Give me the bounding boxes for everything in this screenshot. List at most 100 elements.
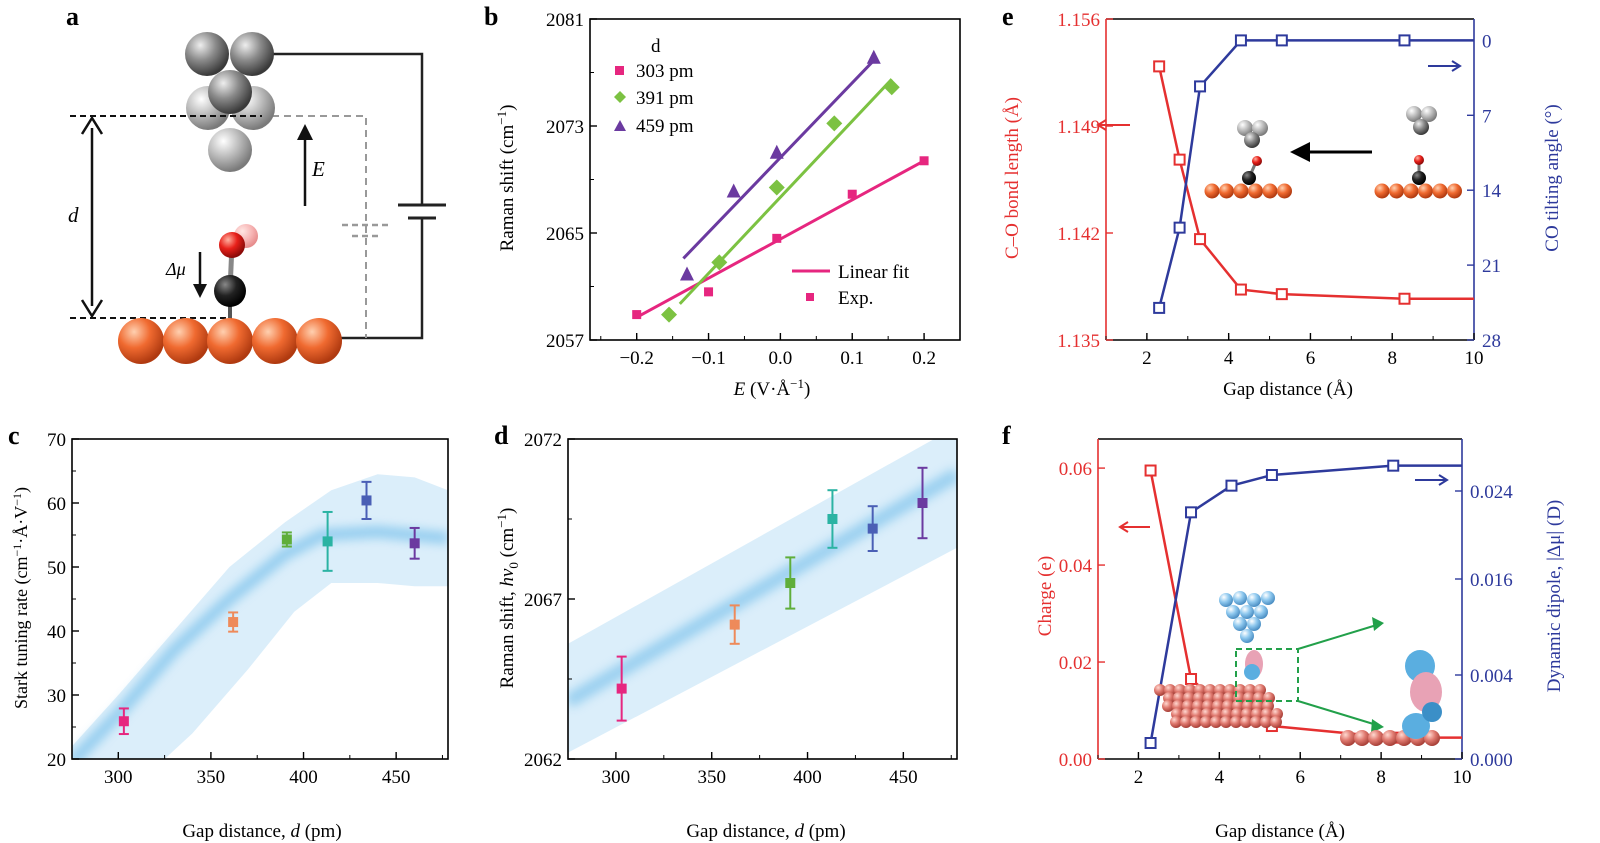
tip-atom [208,128,252,172]
legend-exp-marker [806,293,814,301]
inset-surfaces [1204,183,1462,199]
confidence-band [568,439,957,753]
data-point [1275,34,1288,47]
inset-zoom-surface-atom [1340,730,1356,746]
inset-surface-atom [1170,716,1182,728]
y-tick-label: 0.004 [1470,666,1513,687]
y-tick-label: 0.06 [1059,459,1092,480]
data-point [281,534,292,545]
x-tick-label: 350 [697,767,726,788]
inset-zoom-arrowhead [1372,617,1384,631]
y-tick-label: 1.135 [1057,331,1100,352]
x-tick-label: 450 [382,767,411,788]
data-point [1234,283,1247,296]
y-tick-label: 0.024 [1470,482,1513,503]
data-point-303pm [847,189,857,199]
x-tick-label: 300 [104,767,133,788]
x-axis-label-d: Gap distance, d (pm) [686,821,845,842]
inset-charge-density [1154,591,1442,746]
inset-tip-atom [1240,629,1254,643]
inset-tip-atom [1226,605,1240,619]
x-tick-label: 400 [289,767,318,788]
data-point [917,498,928,508]
x-tick-label: 0.2 [912,348,936,369]
panel-b-chart: b −0.2 −0.1 0.0 0.1 0.2 2057 2065 2073 2081 d 30… [484,2,961,400]
x-tick-label: 0.1 [840,348,864,369]
inset-zoom-surface-atom [1424,730,1440,746]
surface-atom [163,318,209,364]
panel-b-label: b [484,2,498,31]
tip-atom [230,32,274,76]
data-point [1194,80,1207,93]
inset-surface-atom [1374,183,1390,199]
data-point [1398,292,1411,305]
data-point-391pm [883,79,900,96]
x-tick-label: 6 [1306,348,1316,369]
inset-surface-atom [1262,183,1278,199]
inset-surface-atom [1277,183,1292,199]
data-point [785,578,796,588]
x-tick-label: 4 [1224,348,1234,369]
y-tick-label: 0.000 [1470,750,1513,771]
series-line [1157,66,1405,300]
inset-surface-atom [1270,716,1282,728]
inset-surface-atom [1248,183,1263,199]
y-axis-label-e-right: CO tilting angle (°) [1542,104,1563,251]
inset-surface-atom [1447,183,1462,199]
inset-tip-atom [1240,605,1254,619]
field-arrow-head [297,124,313,140]
legend-marker-303 [615,66,624,75]
tip-atom [208,70,252,114]
inset-surface-atom [1250,716,1262,728]
y-tick-label: 2067 [524,590,562,611]
panel-d-chart: d 300 350 400 450 2062 2067 2072 Gap distance,… [494,421,958,842]
x-tick-label: −0.2 [619,348,653,369]
data-point [1398,34,1411,47]
carbon-atom [214,275,246,307]
panel-d-label: d [494,421,509,450]
x-axis-label-e: Gap distance (Å) [1223,379,1353,400]
inset-surface-atom [1162,700,1174,712]
x-tick-label: 350 [197,767,226,788]
inset-surface-atom [1230,716,1242,728]
x-axis-label-c: Gap distance, d (pm) [182,821,341,842]
field-label: E [311,157,325,181]
data-point-391pm [711,254,728,271]
inset-zoom-density-blue [1402,713,1430,739]
y-tick-label: 70 [47,430,66,451]
fit-line-391pm [678,78,893,305]
data-point [729,619,740,630]
data-point [1153,60,1166,73]
panel-a-schematic: a d E Δμ [66,2,446,364]
d-label: d [68,203,79,227]
x-tick-label: 2 [1134,767,1144,788]
panel-c-chart: c 300 350 400 450 20 30 40 50 60 70 Gap distance,… [8,421,449,842]
inset-zoom-surface-atom [1382,730,1398,746]
x-tick-label: 8 [1376,767,1386,788]
legend-marker-391 [614,91,626,103]
x-tick-label: 4 [1215,767,1225,788]
data-point [1173,221,1186,234]
data-point [361,495,372,506]
data-point [1144,737,1157,749]
inset-tilted-co [1237,120,1268,185]
inset-surface-atom [1220,716,1232,728]
panel-e-chart: e 2 4 6 8 10 1.135 1.142 1.149 1.156 0 7 14 21 28 Gap… [1002,2,1563,400]
legend-fit-label: Linear fit [838,262,910,283]
y-tick-label: 2073 [546,117,584,138]
y-tick-label: 2065 [546,224,584,245]
panel-e-label: e [1002,2,1014,31]
x-tick-label: 2 [1142,348,1152,369]
x-tick-label: 450 [889,767,918,788]
inset-surface-atom [1154,684,1166,696]
data-point [409,538,420,549]
panel-f-chart: f 2 4 6 8 10 0.00 0.02 0.04 0.06 0.000 0.004 0.016 0… [1002,421,1565,842]
data-point [1173,153,1186,166]
dmu-label: Δμ [165,259,186,279]
inset-zoom-surface-atom [1354,730,1370,746]
inset-surface-atom [1190,716,1202,728]
data-point [1265,469,1278,481]
confidence-band [72,474,448,759]
series-line [1157,39,1405,309]
